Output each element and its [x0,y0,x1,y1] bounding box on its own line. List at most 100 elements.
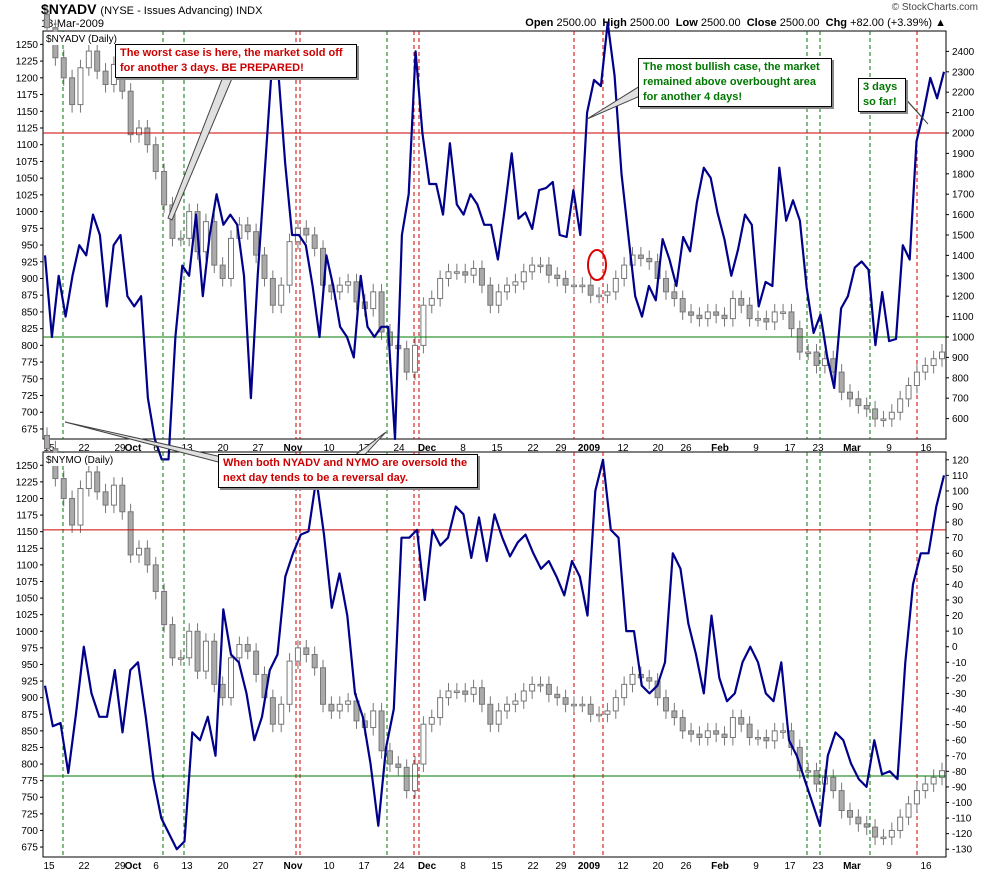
candle-body [77,67,84,106]
left-axis-label: 1050 [16,174,39,185]
ohlc-readout: Open 2500.00 High 2500.00 Low 2500.00 Cl… [525,17,946,29]
candle-body [244,224,251,233]
candle-body [679,717,686,732]
left-axis-label: 850 [21,307,38,318]
left-axis-label: 1000 [16,627,39,638]
candle-body [554,693,561,699]
candle-body [44,13,50,29]
left-axis-label: 800 [21,760,38,771]
candle-body [136,127,143,136]
right-axis-label: -60 [952,736,967,747]
candle-body [846,810,853,818]
candle-body [386,750,393,765]
left-axis-label: 950 [21,241,38,252]
x-axis-label: 24 [393,861,405,872]
panel-frame [42,451,947,858]
x-axis-label: 8 [460,443,466,454]
candle-body [587,703,594,715]
candle-body [177,657,184,660]
left-axis-label: 850 [21,726,38,737]
right-axis-label: 90 [952,502,964,513]
brand-label[interactable]: © StockCharts.com [891,2,978,13]
candle-body [880,836,887,840]
candle-body [110,484,117,506]
right-axis-label: 80 [952,518,964,529]
candle-body [85,471,92,490]
candle-body [721,314,728,320]
right-axis-label: 2400 [952,47,975,58]
candle-body [177,237,184,241]
x-axis-label: Oct [125,443,142,454]
candle-body [228,237,235,279]
left-axis-label: 950 [21,660,38,671]
reversal-annotation: When both NYADV and NYMO are oversold th… [218,454,478,488]
candle-body [872,408,879,420]
candle-body [144,127,151,146]
x-axis-label: Dec [418,861,437,872]
left-axis-label: 750 [21,374,38,385]
left-axis-label: 725 [21,809,38,820]
right-axis-label: 1500 [952,231,975,242]
x-axis-label: Nov [284,861,303,872]
candle-body [236,644,243,659]
right-axis-label: 1100 [952,312,974,323]
candle-body [278,284,285,306]
right-axis-label: 70 [952,533,964,544]
x-axis-label: Mar [843,443,861,454]
candle-body [805,351,812,355]
candle-body [144,547,151,566]
x-axis-label: 15 [43,861,55,872]
candle-body [487,284,494,306]
candle-body [94,471,101,493]
left-axis-label: 775 [21,358,38,369]
highlight-circle [587,249,607,281]
candle-body [269,697,276,725]
left-axis-label: 1200 [16,494,39,505]
candle-body [336,703,343,712]
candle-body [303,227,310,236]
x-axis-label: 23 [812,861,824,872]
right-axis-label: 1200 [952,292,975,303]
candle-body [85,50,92,69]
left-axis-label: 1150 [16,527,38,538]
candle-body [897,398,904,413]
exchange-label: INDX [236,5,263,17]
right-axis-label: 10 [952,627,964,638]
candle-body [437,697,444,719]
candle-body [570,284,577,288]
x-axis-label: 24 [393,443,405,454]
candle-body [345,281,352,286]
x-axis-label: 12 [617,443,629,454]
candle-body [713,730,720,735]
x-axis-label: 17 [784,443,796,454]
right-axis-label: -120 [952,829,972,840]
candle-body [688,311,695,316]
right-axis-label: 30 [952,595,964,606]
candle-body [336,284,343,293]
x-axis-label: 20 [652,861,664,872]
x-axis-label: 13 [181,861,193,872]
candle-body [152,144,159,172]
right-axis-label: 110 [952,471,968,482]
left-axis-label: 800 [21,341,38,352]
left-axis-label: 1025 [16,610,39,621]
left-axis-label: 1125 [16,123,38,134]
x-axis-label: 22 [527,861,539,872]
candle-body [495,291,502,306]
candle-body [303,647,310,656]
right-axis-label: 100 [952,486,969,497]
candle-body [478,687,485,705]
x-axis-label: 9 [886,443,892,454]
candle-body [922,783,929,792]
x-axis-label: 9 [753,861,759,872]
candle-body [69,77,76,106]
candle-body [562,277,569,286]
candle-body [662,277,669,293]
right-axis-label: 1700 [952,190,975,201]
candle-body [219,683,226,699]
left-axis-label: 700 [21,826,38,837]
candle-body [746,304,753,320]
candle-body [77,488,84,526]
candle-body [679,298,686,313]
x-axis-label: 2009 [578,861,601,872]
